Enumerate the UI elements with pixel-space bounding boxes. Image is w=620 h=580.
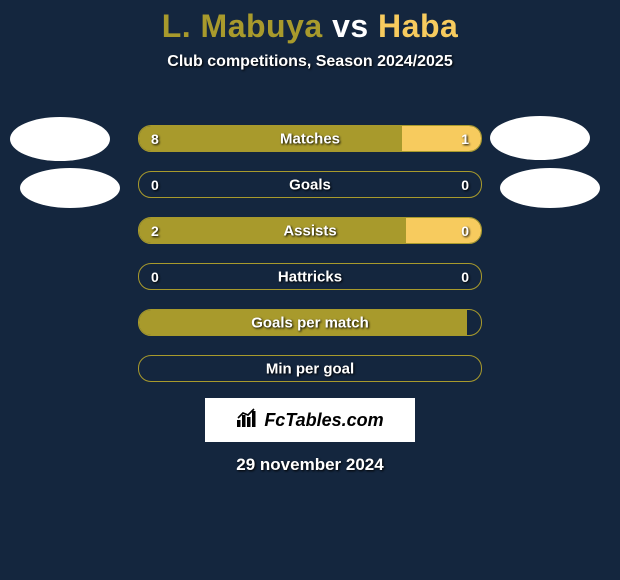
comparison-date: 29 november 2024 bbox=[0, 455, 620, 475]
logo-chart-icon bbox=[236, 408, 258, 433]
bar-label: Min per goal bbox=[139, 360, 481, 377]
bar-value-left: 8 bbox=[151, 131, 159, 147]
player1-avatar-club bbox=[10, 117, 110, 161]
stat-bar-goals: Goals0 0 bbox=[138, 171, 482, 198]
bar-value-right: 1 bbox=[461, 131, 469, 147]
bar-value-right: 0 bbox=[461, 269, 469, 285]
bar-value-right: 0 bbox=[461, 177, 469, 193]
stats-bars: Matches81Goals00Assists20Hattricks00Goal… bbox=[138, 125, 482, 401]
bar-label: Goals per match bbox=[139, 314, 481, 331]
stat-bar-min-per-goal: Min per goal bbox=[138, 355, 482, 382]
comparison-title: L. Mabuya vs Haba bbox=[0, 0, 620, 45]
bar-value-left: 0 bbox=[151, 269, 159, 285]
stat-bar-goals-per-match: Goals per match bbox=[138, 309, 482, 336]
bar-value-right: 0 bbox=[461, 223, 469, 239]
fctables-logo: FcTables.com bbox=[205, 398, 415, 442]
player1-avatar-national bbox=[20, 168, 120, 208]
bar-label: Matches bbox=[139, 130, 481, 147]
comparison-subtitle: Club competitions, Season 2024/2025 bbox=[0, 53, 620, 71]
bar-label: Hattricks bbox=[139, 268, 481, 285]
stat-bar-hattricks: Hattricks0 0 bbox=[138, 263, 482, 290]
title-player1: L. Mabuya bbox=[162, 8, 323, 44]
logo-text: FcTables.com bbox=[264, 410, 383, 431]
bar-value-left: 2 bbox=[151, 223, 159, 239]
bar-value-left: 0 bbox=[151, 177, 159, 193]
bar-label: Goals bbox=[139, 176, 481, 193]
stat-bar-matches: Matches8 1 bbox=[138, 125, 482, 152]
player2-avatar-club bbox=[490, 116, 590, 160]
bar-label: Assists bbox=[139, 222, 481, 239]
player2-avatar-national bbox=[500, 168, 600, 208]
stat-bar-assists: Assists2 0 bbox=[138, 217, 482, 244]
title-player2: Haba bbox=[378, 8, 458, 44]
title-vs: vs bbox=[323, 8, 378, 44]
